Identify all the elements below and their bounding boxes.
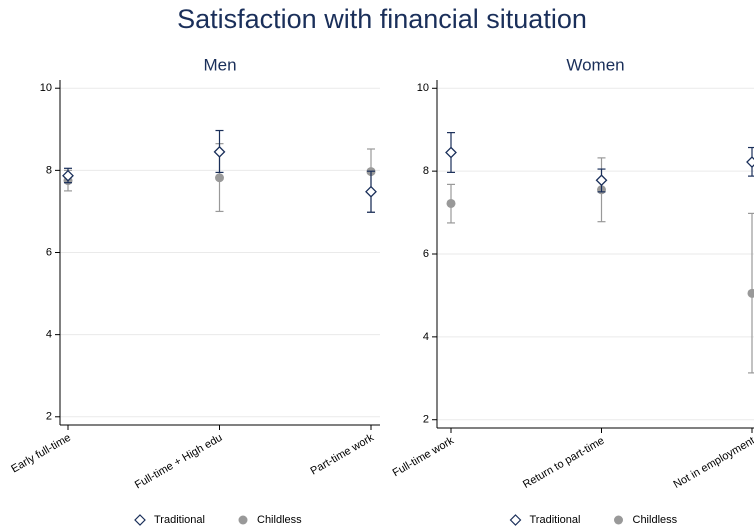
y-tick-label: 8 — [46, 164, 52, 176]
main-title: Satisfaction with financial situation — [177, 4, 587, 34]
point — [595, 174, 608, 187]
x-tick-label: Early full-time — [9, 432, 73, 476]
y-tick-label: 2 — [423, 414, 429, 426]
x-tick-label: Not in employment — [672, 435, 754, 491]
y-tick-label: 4 — [46, 329, 52, 341]
x-tick-label: Return to part-time — [521, 435, 606, 491]
point — [62, 169, 74, 182]
point — [747, 288, 754, 298]
point — [446, 198, 456, 208]
legend-marker — [134, 514, 146, 526]
point — [746, 156, 754, 168]
x-tick-label: Part-time work — [309, 431, 377, 477]
legend-label: Childless — [257, 514, 302, 526]
y-tick-label: 4 — [423, 331, 429, 343]
point — [215, 173, 224, 183]
point — [445, 146, 457, 159]
legend-marker — [614, 515, 623, 525]
panel-title: Women — [566, 55, 624, 74]
legend-marker — [509, 514, 522, 526]
y-tick-label: 2 — [46, 411, 52, 423]
point — [365, 185, 377, 198]
y-tick-label: 6 — [423, 248, 429, 260]
y-tick-label: 8 — [423, 165, 429, 177]
legend-label: Traditional — [530, 514, 581, 526]
y-tick-label: 6 — [46, 246, 52, 258]
x-tick-label: Full-time + High edu — [133, 432, 225, 492]
legend-label: Traditional — [154, 514, 205, 526]
legend-label: Childless — [633, 514, 678, 526]
x-tick-label: Full-time work — [391, 434, 457, 479]
legend-marker — [238, 515, 248, 525]
y-tick-label: 10 — [417, 82, 429, 94]
panel-title: Men — [203, 55, 236, 74]
y-tick-label: 10 — [40, 82, 52, 94]
point — [213, 145, 226, 158]
